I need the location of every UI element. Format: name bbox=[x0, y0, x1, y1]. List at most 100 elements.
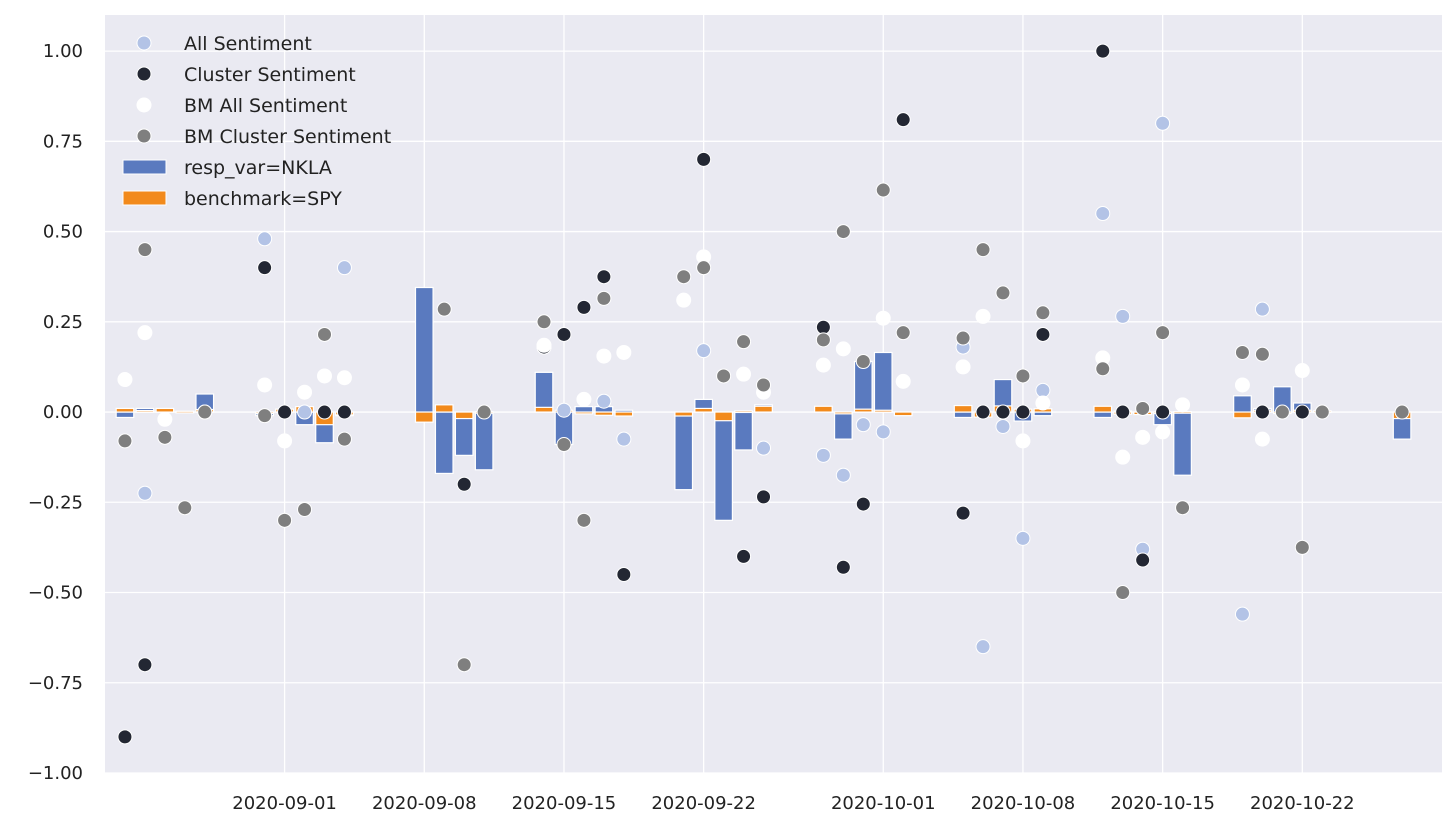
cluster-sentiment-point bbox=[317, 404, 333, 420]
cluster-sentiment-point bbox=[1254, 404, 1270, 420]
bm-cluster-sentiment-point bbox=[137, 242, 153, 258]
cluster-sentiment-point bbox=[815, 319, 831, 335]
all-sentiment-point bbox=[756, 440, 772, 456]
y-tick-label: −0.50 bbox=[28, 583, 83, 604]
all-sentiment-point bbox=[835, 467, 851, 483]
bm-cluster-sentiment-point bbox=[297, 502, 313, 518]
bm-cluster-sentiment-point bbox=[436, 301, 452, 317]
cluster-sentiment-point bbox=[955, 505, 971, 521]
bm-cluster-sentiment-point bbox=[895, 325, 911, 341]
cluster-sentiment-point bbox=[1155, 404, 1171, 420]
legend-label: resp_var=NKLA bbox=[184, 157, 332, 179]
legend-marker-bar bbox=[122, 159, 167, 175]
bm-all-sentiment-point bbox=[277, 433, 293, 449]
bm-cluster-sentiment-point bbox=[756, 377, 772, 393]
benchmark-bar bbox=[594, 411, 614, 416]
bm-cluster-sentiment-point bbox=[1254, 346, 1270, 362]
cluster-sentiment-point bbox=[756, 489, 772, 505]
resp-var-bar bbox=[474, 411, 494, 471]
benchmark-bar bbox=[115, 407, 135, 413]
all-sentiment-point bbox=[257, 231, 273, 247]
bm-cluster-sentiment-point bbox=[456, 657, 472, 673]
resp-var-bar bbox=[853, 360, 873, 413]
cluster-sentiment-point bbox=[895, 112, 911, 128]
cluster-sentiment-point bbox=[855, 496, 871, 512]
bm-all-sentiment-point bbox=[1175, 397, 1191, 413]
benchmark-bar bbox=[953, 404, 973, 413]
x-tick-label: 2020-10-15 bbox=[1110, 793, 1215, 814]
bm-all-sentiment-point bbox=[1035, 395, 1051, 411]
bm-cluster-sentiment-point bbox=[556, 437, 572, 453]
all-sentiment-point bbox=[297, 404, 313, 420]
benchmark-bar bbox=[873, 409, 893, 413]
all-sentiment-point bbox=[995, 418, 1011, 434]
bm-all-sentiment-point bbox=[616, 344, 632, 360]
cluster-sentiment-point bbox=[1095, 43, 1111, 59]
y-tick-label: 0.25 bbox=[43, 312, 83, 333]
cluster-sentiment-point bbox=[835, 559, 851, 575]
bm-cluster-sentiment-point bbox=[536, 314, 552, 330]
all-sentiment-point bbox=[1115, 308, 1131, 324]
all-sentiment-point bbox=[336, 260, 352, 276]
resp-var-bar bbox=[574, 406, 594, 413]
bm-cluster-sentiment-point bbox=[1394, 404, 1410, 420]
all-sentiment-point bbox=[1234, 606, 1250, 622]
resp-var-bar bbox=[1173, 411, 1192, 476]
bm-cluster-sentiment-point bbox=[995, 285, 1011, 301]
resp-var-bar bbox=[115, 411, 135, 419]
y-tick-label: 0.75 bbox=[43, 131, 83, 152]
resp-var-bar bbox=[1093, 411, 1113, 419]
bm-cluster-sentiment-point bbox=[1095, 361, 1111, 377]
bm-cluster-sentiment-point bbox=[197, 404, 213, 420]
cluster-sentiment-point bbox=[736, 548, 752, 564]
benchmark-bar bbox=[1233, 411, 1252, 419]
bm-all-sentiment-point bbox=[576, 391, 592, 407]
bm-all-sentiment-point bbox=[815, 357, 831, 373]
resp-var-bar bbox=[1233, 395, 1252, 413]
bm-cluster-sentiment-point bbox=[1015, 368, 1031, 384]
bm-cluster-sentiment-point bbox=[955, 330, 971, 346]
bm-all-sentiment-point bbox=[1155, 424, 1171, 440]
benchmark-bar bbox=[714, 411, 733, 422]
cluster-sentiment-point bbox=[596, 269, 612, 285]
bm-all-sentiment-point bbox=[257, 377, 273, 393]
bm-cluster-sentiment-point bbox=[177, 500, 193, 516]
benchmark-bar bbox=[574, 411, 594, 415]
y-tick-label: −0.25 bbox=[28, 492, 83, 513]
bm-cluster-sentiment-point bbox=[1155, 325, 1171, 341]
legend-label: BM Cluster Sentiment bbox=[184, 126, 391, 148]
legend-marker-bar bbox=[122, 190, 167, 206]
legend: All Sentiment Cluster Sentiment BM All Sen… bbox=[122, 33, 391, 210]
benchmark-bar bbox=[754, 405, 773, 413]
all-sentiment-point bbox=[596, 393, 612, 409]
all-sentiment-point bbox=[1035, 382, 1051, 398]
x-tick-label: 2020-09-01 bbox=[232, 793, 337, 814]
bm-all-sentiment-point bbox=[317, 368, 333, 384]
y-tick-label: 0.00 bbox=[43, 402, 83, 423]
benchmark-bar bbox=[833, 411, 853, 415]
y-tick-label: 0.50 bbox=[43, 222, 83, 243]
all-sentiment-point bbox=[1155, 115, 1171, 131]
benchmark-bar bbox=[614, 411, 634, 417]
bm-cluster-sentiment-point bbox=[716, 368, 732, 384]
cluster-sentiment-point bbox=[117, 729, 133, 745]
cluster-sentiment-point bbox=[995, 404, 1011, 420]
benchmark-bar bbox=[155, 407, 175, 413]
cluster-sentiment-point bbox=[1035, 326, 1051, 342]
cluster-sentiment-point bbox=[336, 404, 352, 420]
all-sentiment-point bbox=[1095, 206, 1111, 222]
cluster-sentiment-point bbox=[1294, 404, 1310, 420]
legend-label: BM All Sentiment bbox=[184, 95, 347, 117]
cluster-sentiment-point bbox=[576, 299, 592, 315]
resp-var-bar bbox=[434, 411, 454, 475]
bm-all-sentiment-point bbox=[297, 384, 313, 400]
x-tick-label: 2020-09-08 bbox=[372, 793, 477, 814]
bm-all-sentiment-point bbox=[1294, 363, 1310, 379]
x-axis-ticks: 2020-09-01 2020-09-08 2020-09-15 2020-09-22… bbox=[232, 793, 1354, 814]
bm-all-sentiment-point bbox=[137, 325, 153, 341]
bm-cluster-sentiment-point bbox=[1115, 585, 1131, 601]
cluster-sentiment-point bbox=[616, 566, 632, 582]
x-tick-label: 2020-09-22 bbox=[651, 793, 756, 814]
bm-cluster-sentiment-point bbox=[696, 260, 712, 276]
